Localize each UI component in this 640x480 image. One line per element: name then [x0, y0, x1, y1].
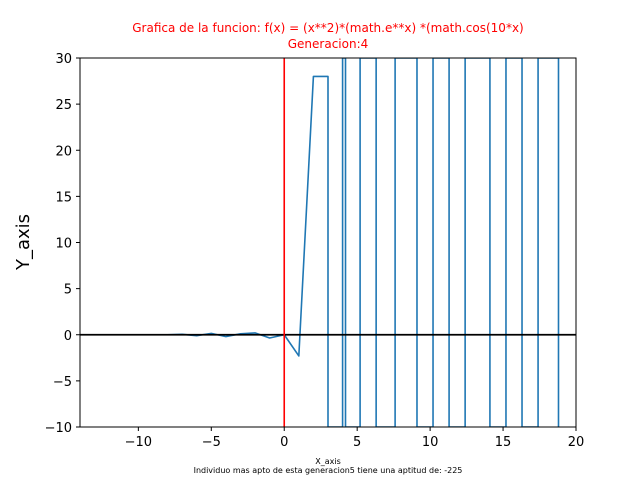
- y-tick-label: −10: [45, 421, 72, 436]
- x-tick-label: 5: [353, 435, 361, 450]
- x-tick-label: 20: [568, 435, 585, 450]
- x-tick-label: 10: [422, 435, 439, 450]
- y-tick-label: −5: [53, 375, 72, 390]
- x-axis-label: X_axis: [315, 457, 341, 466]
- x-tick-label: 0: [280, 435, 288, 450]
- series-line-0: [80, 58, 560, 427]
- plot-frame: [79, 57, 577, 428]
- x-tick-label: −5: [202, 435, 221, 450]
- y-tick-label: 5: [64, 283, 72, 298]
- y-tick-label: 15: [55, 190, 72, 205]
- y-tick-label: 30: [55, 52, 72, 67]
- y-tick-label: 20: [55, 144, 72, 159]
- y-axis-label: Y_axis: [13, 214, 34, 271]
- footnote: Individuo mas apto de esta generacion5 t…: [194, 466, 463, 475]
- chart-title-line1: Grafica de la funcion: f(x) = (x**2)*(ma…: [132, 21, 523, 35]
- chart-title-line2: Generacion:4: [288, 37, 369, 51]
- x-tick-label: 15: [495, 435, 512, 450]
- y-tick-label: 0: [64, 329, 72, 344]
- y-tick-label: 25: [55, 98, 72, 113]
- x-tick-label: −10: [125, 435, 152, 450]
- y-tick-label: 10: [55, 237, 72, 252]
